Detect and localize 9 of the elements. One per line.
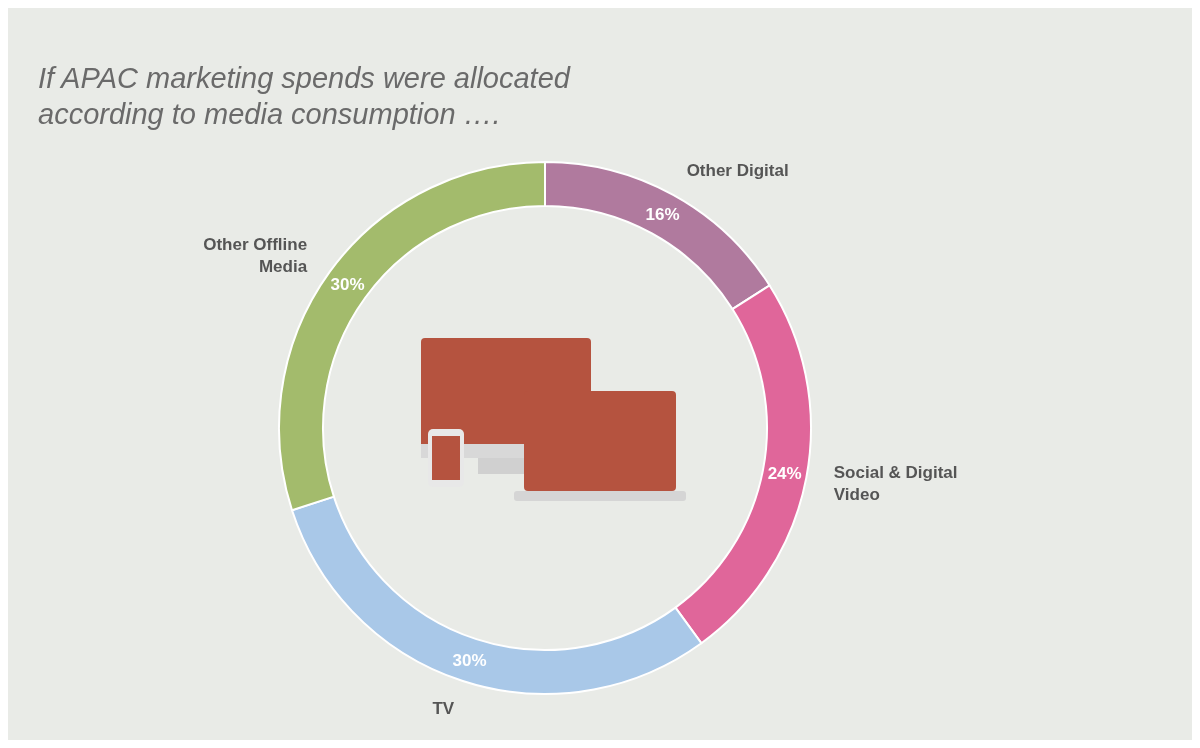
data-label: 30% [330, 275, 365, 295]
chart-title: If APAC marketing spends were allocated according to media consumption …. [38, 62, 571, 130]
slice-label: Other Offline Media [203, 234, 308, 276]
data-label: 30% [452, 650, 487, 670]
data-label: 24% [767, 464, 802, 484]
slice-label: Other Digital [686, 160, 789, 180]
slice-label: Social & Digital Video [833, 462, 958, 504]
data-label: 16% [645, 204, 680, 224]
slice-label: TV [432, 698, 455, 718]
